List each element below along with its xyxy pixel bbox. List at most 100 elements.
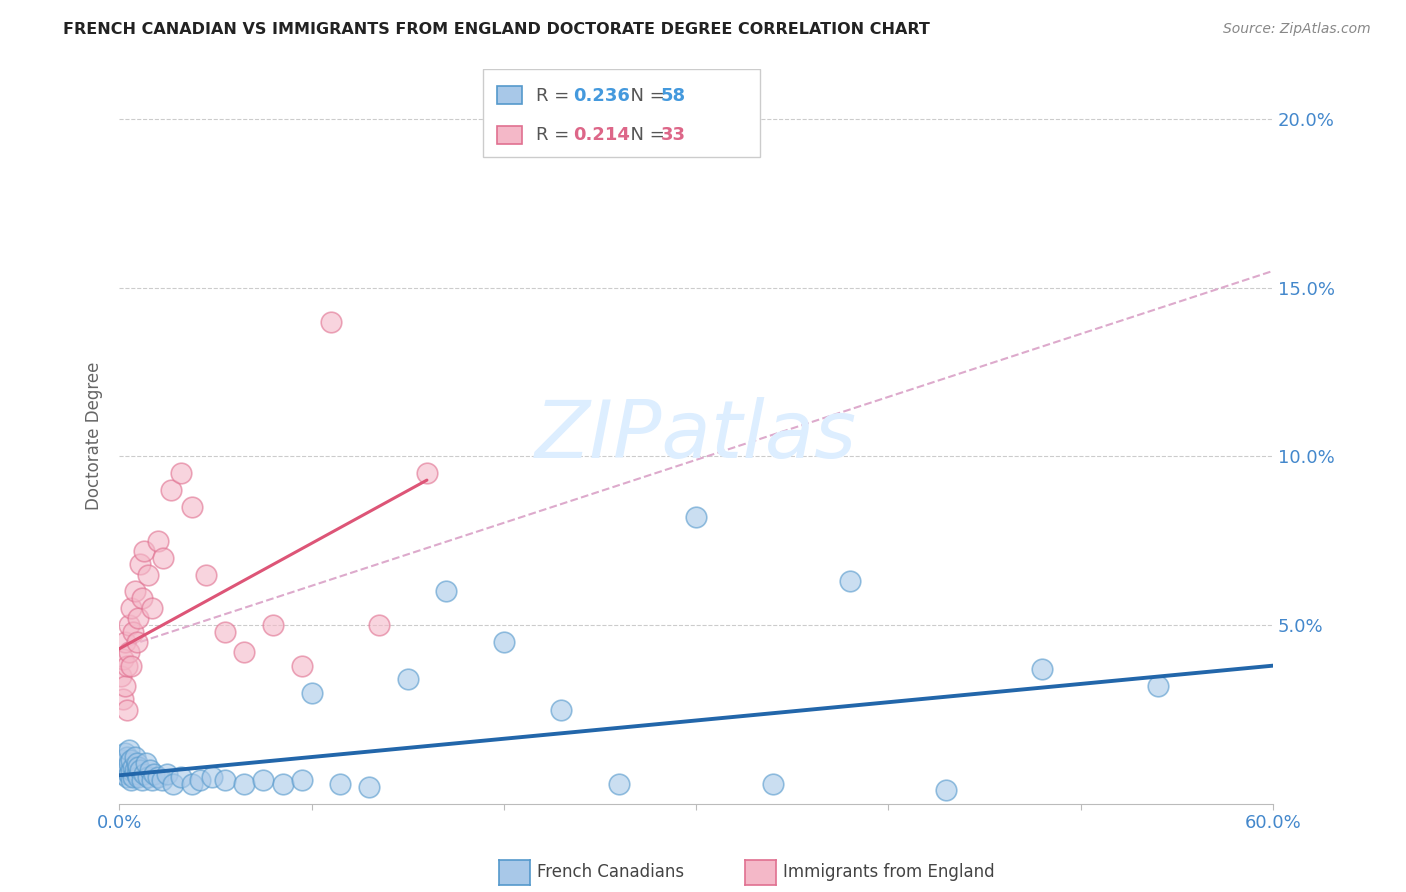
Point: [1146, 679, 1168, 693]
Point: [124, 764, 146, 778]
Point: [329, 777, 352, 791]
Point: [150, 773, 173, 788]
Point: [262, 618, 284, 632]
Point: [110, 669, 132, 683]
Point: [271, 777, 294, 791]
Point: [188, 773, 211, 788]
Text: N =: N =: [619, 127, 671, 145]
Point: [112, 753, 135, 767]
Point: [935, 783, 957, 797]
Point: [291, 773, 314, 788]
Point: [141, 601, 163, 615]
Y-axis label: Doctorate Degree: Doctorate Degree: [86, 362, 103, 510]
Point: [110, 760, 132, 774]
Point: [114, 679, 136, 693]
Point: [146, 770, 169, 784]
Point: [121, 624, 143, 639]
Point: [121, 760, 143, 774]
Point: [120, 764, 142, 778]
Point: [685, 510, 707, 524]
Point: [125, 766, 148, 780]
Point: [214, 624, 236, 639]
Point: [170, 770, 193, 784]
Text: 0.214: 0.214: [572, 127, 630, 145]
Point: [396, 672, 419, 686]
Point: [128, 760, 150, 774]
Point: [156, 766, 179, 780]
Point: [200, 770, 222, 784]
Point: [301, 686, 323, 700]
Point: [131, 773, 153, 788]
Text: 0.236: 0.236: [572, 87, 630, 104]
Point: [112, 652, 135, 666]
Point: [120, 601, 142, 615]
Text: R =: R =: [536, 87, 575, 104]
Point: [118, 756, 141, 771]
Point: [359, 780, 381, 794]
Point: [492, 635, 515, 649]
Point: [135, 756, 157, 771]
Point: [1031, 662, 1053, 676]
Point: [142, 766, 165, 780]
Point: [214, 773, 236, 788]
Point: [838, 574, 860, 589]
Point: [181, 777, 204, 791]
Point: [139, 764, 162, 778]
Point: [112, 692, 135, 706]
Point: [124, 749, 146, 764]
FancyBboxPatch shape: [496, 86, 522, 103]
Point: [141, 773, 163, 788]
Point: [252, 773, 274, 788]
Point: [114, 747, 136, 761]
Point: [115, 760, 138, 774]
Point: [118, 766, 141, 780]
Point: [136, 567, 159, 582]
Point: [129, 764, 152, 778]
Point: [162, 777, 184, 791]
Point: [115, 702, 138, 716]
Point: [762, 777, 785, 791]
Point: [118, 743, 141, 757]
Point: [125, 756, 148, 771]
FancyBboxPatch shape: [496, 126, 522, 144]
Point: [416, 467, 439, 481]
Text: R =: R =: [536, 127, 575, 145]
Point: [118, 618, 141, 632]
Text: Source: ZipAtlas.com: Source: ZipAtlas.com: [1223, 22, 1371, 37]
Point: [550, 702, 572, 716]
Point: [181, 500, 204, 514]
Point: [114, 635, 136, 649]
Point: [367, 618, 389, 632]
Point: [607, 777, 630, 791]
Point: [112, 766, 135, 780]
Text: 58: 58: [661, 87, 686, 104]
Point: [120, 658, 142, 673]
Point: [118, 645, 141, 659]
Point: [194, 567, 217, 582]
Point: [115, 658, 138, 673]
Point: [124, 584, 146, 599]
Point: [115, 749, 138, 764]
Point: [131, 591, 153, 606]
Point: [134, 544, 156, 558]
FancyBboxPatch shape: [482, 69, 759, 157]
Text: French Canadians: French Canadians: [537, 863, 685, 881]
Point: [115, 770, 138, 784]
Point: [160, 483, 183, 498]
Point: [233, 645, 256, 659]
Point: [233, 777, 256, 791]
Point: [134, 766, 156, 780]
Point: [114, 756, 136, 771]
Point: [128, 770, 150, 784]
Point: [146, 533, 169, 548]
Point: [114, 764, 136, 778]
Text: FRENCH CANADIAN VS IMMIGRANTS FROM ENGLAND DOCTORATE DEGREE CORRELATION CHART: FRENCH CANADIAN VS IMMIGRANTS FROM ENGLA…: [63, 22, 931, 37]
Point: [170, 467, 193, 481]
Point: [121, 770, 143, 784]
Point: [125, 635, 148, 649]
Text: N =: N =: [619, 87, 671, 104]
Point: [129, 558, 152, 572]
Point: [120, 753, 142, 767]
Point: [291, 658, 314, 673]
Point: [120, 773, 142, 788]
